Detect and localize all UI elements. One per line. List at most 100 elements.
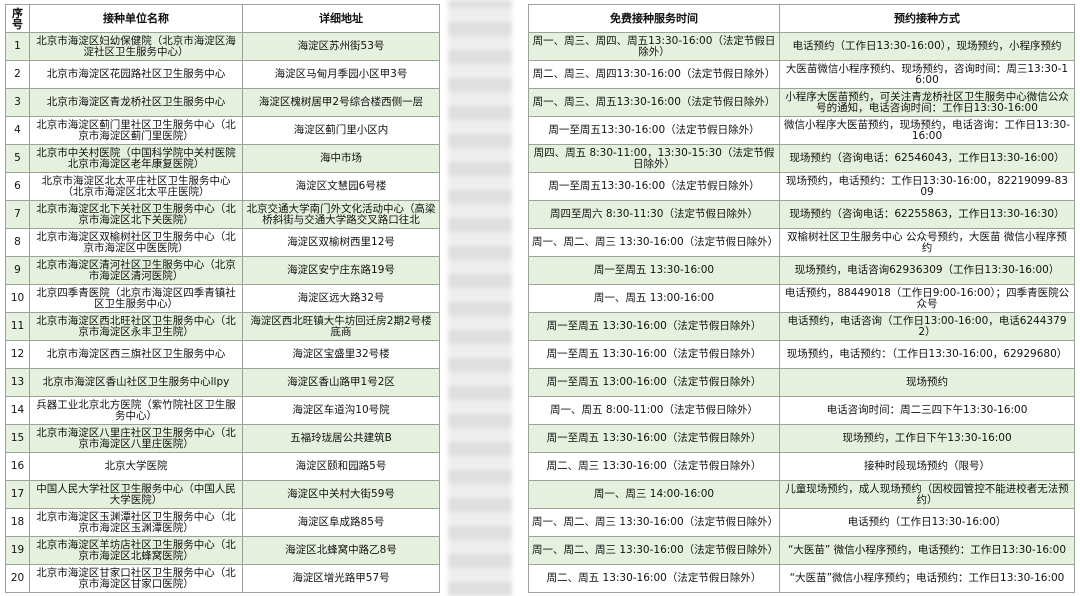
service-time: 周一、周二、周三 13:30-16:00（法定节假日除外） [528, 509, 780, 537]
booking-method: 现场预约，电话预约：工作日13:30-16:00，82219099-8309 [780, 173, 1075, 201]
service-time: 周一、周三 14:00-16:00 [528, 481, 780, 509]
service-time: 周一、周二、周三 13:30-16:00（法定节假日除外） [528, 537, 780, 565]
service-time: 周一至周五 13:30-16:00（法定节假日除外） [528, 425, 780, 453]
address: 海淀区增光路甲57号 [243, 565, 440, 593]
header-cell: 详细地址 [243, 4, 440, 33]
unit-name: 北京市海淀区羊坊店社区卫生服务中心（北京市海淀区北蜂窝医院） [30, 537, 243, 565]
unit-name: 北京市海淀区青龙桥社区卫生服务中心 [30, 89, 243, 117]
unit-name: 北京四季青医院（北京市海淀区四季青镇社区卫生服务中心） [30, 285, 243, 313]
address: 海淀区苏州街53号 [243, 33, 440, 61]
service-time: 周一、周三、周四、周五13:30-16:00（法定节假日除外） [528, 33, 780, 61]
address: 北京交通大学南门外文化活动中心（高梁桥斜街与交通大学路交叉路口往北 [243, 201, 440, 229]
address: 海淀区阜成路85号 [243, 509, 440, 537]
row-number: 18 [5, 509, 30, 537]
service-time: 周一、周二、周三 13:30-16:00（法定节假日除外） [528, 229, 780, 257]
row-number: 2 [5, 61, 30, 89]
service-time: 周一、周五 13:00-16:00 [528, 285, 780, 313]
row-number: 1 [5, 33, 30, 61]
row-number: 14 [5, 397, 30, 425]
header-cell: 接种单位名称 [30, 4, 243, 33]
unit-name: 北京市海淀区玉渊潭社区卫生服务中心（北京市海淀区玉渊潭医院） [30, 509, 243, 537]
address: 海淀区北蜂窝中路乙8号 [243, 537, 440, 565]
service-time: 周四至周六 8:30-11:30（法定节假日除外） [528, 201, 780, 229]
address: 海淀区槐树居甲2号综合楼西侧一层 [243, 89, 440, 117]
address: 五福玲珑居公共建筑B [243, 425, 440, 453]
row-number: 15 [5, 425, 30, 453]
unit-name: 北京市海淀区蓟门里社区卫生服务中心（北京市海淀区蓟门里医院） [30, 117, 243, 145]
unit-name: 中国人民大学社区卫生服务中心（中国人民大学医院） [30, 481, 243, 509]
booking-method: 现场预约（咨询电话：62546043，工作日13:30-16:00） [780, 145, 1075, 173]
row-number: 12 [5, 341, 30, 369]
booking-method: 电话预约，电话咨询（工作日13:00-16:00，电话62443792） [780, 313, 1075, 341]
row-number: 7 [5, 201, 30, 229]
booking-method: 现场预约（咨询电话：62255863，工作日13:30-16:30） [780, 201, 1075, 229]
service-time: 周一、周五 8:00-11:00（法定节假日除外） [528, 397, 780, 425]
booking-method: 现场预约，电话咨询62936309（工作日13:30-16:00） [780, 257, 1075, 285]
row-number: 16 [5, 453, 30, 481]
service-time: 周四、周五 8:30-11:00，13:30-15:30（法定节假日除外） [528, 145, 780, 173]
service-time: 周二、周三、周四13:30-16:00（法定节假日除外） [528, 61, 780, 89]
service-time: 周一至周五 13:30-16:00（法定节假日除外） [528, 341, 780, 369]
header-cell: 预约接种方式 [780, 4, 1075, 33]
unit-name: 兵器工业北京北方医院（紫竹院社区卫生服务中心） [30, 397, 243, 425]
service-time: 周一至周五13:30-16:00（法定节假日除外） [528, 173, 780, 201]
service-time: 周一、周三、周五13:30-16:00（法定节假日除外） [528, 89, 780, 117]
unit-name: 北京市海淀区八里庄社区卫生服务中心（北京市海淀区八里庄医院） [30, 425, 243, 453]
unit-name: 北京市海淀区妇幼保健院（北京市海淀区海淀社区卫生服务中心） [30, 33, 243, 61]
header-cell: 免费接种服务时间 [528, 4, 780, 33]
row-number: 6 [5, 173, 30, 201]
unit-name: 北京市海淀区清河社区卫生服务中心（北京市海淀区清河医院） [30, 257, 243, 285]
address: 海淀区西北旺镇大牛坊回迁房2期2号楼底商 [243, 313, 440, 341]
booking-method: 微信小程序大医苗预约，现场预约，电话咨询：工作日13:30-16:00 [780, 117, 1075, 145]
row-number: 13 [5, 369, 30, 397]
address: 海淀区颐和园路5号 [243, 453, 440, 481]
address: 海淀区香山路甲1号2区 [243, 369, 440, 397]
row-number: 3 [5, 89, 30, 117]
unit-name: 北京市中关村医院（中国科学院中关村医院 北京市海淀区老年康复医院） [30, 145, 243, 173]
address: 海淀区安宁庄东路19号 [243, 257, 440, 285]
booking-method: 现场预约，电话预约：（工作日13:30-16:00，62929680） [780, 341, 1075, 369]
service-time: 周一至周五13:30-16:00（法定节假日除外） [528, 117, 780, 145]
booking-method: 小程序大医苗预约，可关注青龙桥社区卫生服务中心微信公众号的通知，电话咨询时间：工… [780, 89, 1075, 117]
unit-name: 北京市海淀区双榆树社区卫生服务中心（北京市海淀区中医医院） [30, 229, 243, 257]
address: 海淀区远大路32号 [243, 285, 440, 313]
service-time: 周二、周五 13:30-16:00（法定节假日除外） [528, 565, 780, 593]
unit-name: 北京市海淀区甘家口社区卫生服务中心（北京市海淀区甘家口医院） [30, 565, 243, 593]
row-number: 9 [5, 257, 30, 285]
booking-method: 电话咨询时间：周二三四下午13:30-16:00 [780, 397, 1075, 425]
row-number: 17 [5, 481, 30, 509]
blurred-column [448, 0, 512, 596]
address: 海淀区文慧园6号楼 [243, 173, 440, 201]
unit-name: 北京市海淀区花园路社区卫生服务中心 [30, 61, 243, 89]
booking-method: 大医苗微信小程序预约、现场预约，咨询时间：周三13:30-16:00 [780, 61, 1075, 89]
booking-method: 电话预约，88449018（工作日9:00-16:00）；四季青医院公众号 [780, 285, 1075, 313]
unit-name: 北京市海淀区西北旺社区卫生服务中心（北京市海淀区永丰卫生院） [30, 313, 243, 341]
unit-name: 北京市海淀区香山社区卫生服务中心llpy [30, 369, 243, 397]
address: 海淀区蓟门里小区内 [243, 117, 440, 145]
row-number: 8 [5, 229, 30, 257]
row-number: 10 [5, 285, 30, 313]
booking-method: 现场预约，工作日下午13:30-16:00 [780, 425, 1075, 453]
booking-method: 双榆树社区卫生服务中心 公众号预约，大医苗 微信小程序预约 [780, 229, 1075, 257]
booking-method: 现场预约 [780, 369, 1075, 397]
row-number: 4 [5, 117, 30, 145]
address: 海淀区双榆树西里12号 [243, 229, 440, 257]
row-number: 5 [5, 145, 30, 173]
booking-method: 电话预约（工作日13:30-16:00） [780, 509, 1075, 537]
row-number: 20 [5, 565, 30, 593]
unit-name: 北京市海淀区北下关社区卫生服务中心（北京市海淀区北下关医院） [30, 201, 243, 229]
booking-method: 接种时段现场预约（限号） [780, 453, 1075, 481]
row-number: 11 [5, 313, 30, 341]
booking-method: 电话预约（工作日13:30-16:00），现场预约，小程序预约 [780, 33, 1075, 61]
service-time: 周一至周五 13:30-16:00 [528, 257, 780, 285]
address: 海淀区马甸月季园小区甲3号 [243, 61, 440, 89]
booking-method: 儿童现场预约，成人现场预约（因校园管控不能进校者无法预约） [780, 481, 1075, 509]
unit-name: 北京市海淀区西三旗社区卫生服务中心 [30, 341, 243, 369]
address: 海淀区中关村大街59号 [243, 481, 440, 509]
address: 海淀区车道沟10号院 [243, 397, 440, 425]
service-time: 周一至周五 13:00-16:00（法定节假日除外） [528, 369, 780, 397]
booking-method: “大医苗” 微信小程序预约，电话预约：工作日13:30-16:00 [780, 537, 1075, 565]
address: 海淀区宝盛里32号楼 [243, 341, 440, 369]
unit-name: 北京市海淀区北太平庄社区卫生服务中心（北京市海淀区北太平庄医院） [30, 173, 243, 201]
